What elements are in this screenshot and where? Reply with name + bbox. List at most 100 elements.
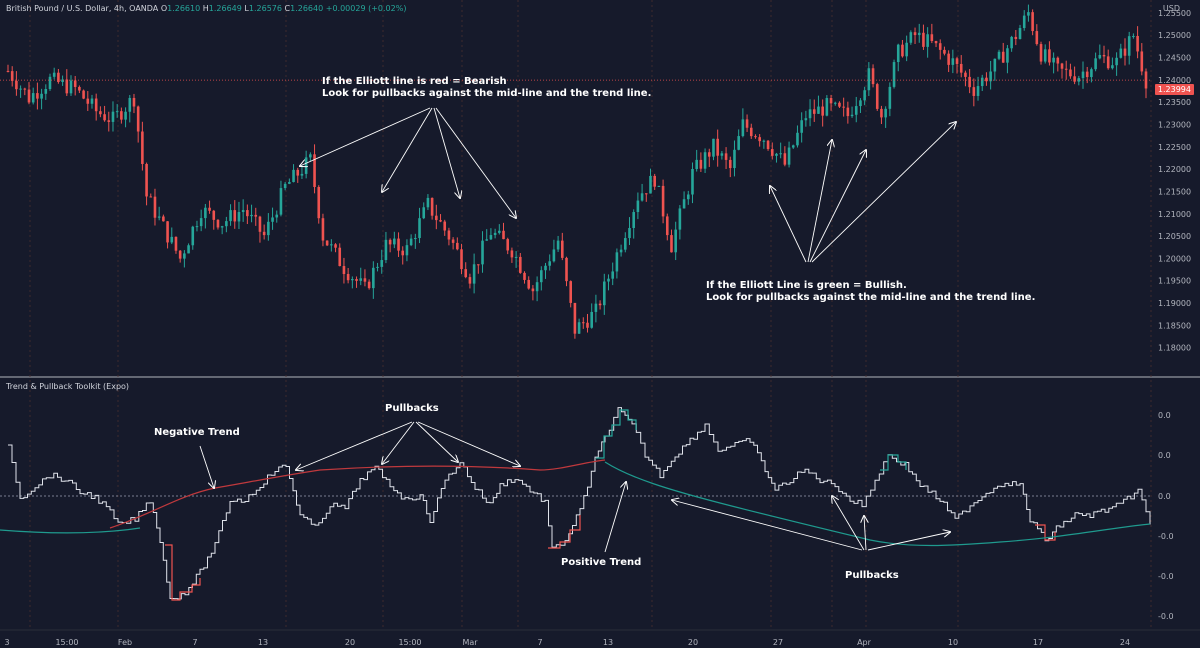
- candle-body: [31, 93, 35, 103]
- price-tick-label: 1.19500: [1158, 277, 1191, 286]
- annotation-arrow: [382, 107, 433, 192]
- symbol-title: British Pound / U.S. Dollar, 4h, OANDA: [6, 4, 159, 13]
- candle-body: [754, 136, 757, 138]
- low-label: L: [244, 4, 249, 13]
- candle-body: [640, 193, 644, 201]
- candle-body: [149, 196, 153, 198]
- candle-body: [581, 322, 585, 324]
- time-tick-label: 13: [258, 638, 268, 647]
- candle-body: [103, 114, 106, 121]
- price-tick-label: 1.22500: [1158, 143, 1191, 152]
- candle-body: [695, 159, 698, 169]
- time-tick-label: 15:00: [398, 638, 421, 647]
- candle-body: [1060, 63, 1064, 69]
- candle-body: [162, 216, 165, 222]
- candle-body: [880, 108, 883, 118]
- candle-body: [36, 93, 39, 99]
- candle-body: [707, 152, 711, 157]
- candle-body: [1094, 58, 1097, 70]
- price-axis[interactable]: 1.25500 1.25000 1.24500 1.24000 1.23500 1.230…: [1158, 9, 1191, 621]
- candle-body: [985, 77, 988, 82]
- candle-body: [905, 42, 908, 57]
- candle-body: [800, 120, 803, 133]
- time-tick-label: 7: [537, 638, 542, 647]
- candle-body: [170, 236, 174, 243]
- candle-body: [661, 185, 665, 217]
- candle-body: [153, 196, 157, 218]
- candle-body: [938, 43, 942, 50]
- elliott-bullish-segment: [596, 409, 637, 459]
- candle-body: [674, 229, 677, 253]
- candle-body: [1140, 51, 1144, 72]
- candle-body: [388, 239, 392, 245]
- candle-body: [670, 235, 673, 253]
- candle-body: [993, 58, 997, 72]
- time-tick-label: 7: [192, 638, 197, 647]
- candle-body: [313, 154, 316, 187]
- positive-trend-label: Positive Trend: [561, 557, 642, 568]
- candle-body: [48, 76, 52, 89]
- candle-body: [682, 199, 686, 209]
- price-tick-label: 1.18000: [1158, 344, 1191, 353]
- candle-body: [854, 106, 858, 115]
- time-tick-label: 10: [948, 638, 958, 647]
- candle-body: [321, 218, 325, 241]
- candle-body: [884, 108, 887, 118]
- candle-body: [120, 111, 123, 120]
- oscillator-tick-label: -0.0: [1158, 532, 1174, 541]
- candle-body: [73, 80, 77, 87]
- candle-body: [653, 175, 656, 187]
- candle-body: [477, 264, 480, 266]
- candle-body: [527, 279, 531, 289]
- price-tick-label: 1.25500: [1158, 9, 1191, 18]
- candle-body: [506, 239, 510, 251]
- candle-body: [225, 221, 228, 227]
- candle-body: [1018, 28, 1022, 39]
- candle-body: [342, 266, 346, 274]
- price-tick-label: 1.21000: [1158, 210, 1191, 219]
- price-tick-label: 1.24000: [1158, 76, 1191, 85]
- candle-body: [909, 32, 913, 43]
- bullish-line2: Look for pullbacks against the mid-line …: [706, 292, 1036, 303]
- candle-body: [90, 98, 94, 104]
- candle-body: [393, 238, 396, 245]
- candle-body: [10, 71, 14, 81]
- candle-body: [376, 266, 379, 268]
- candle-body: [23, 88, 27, 90]
- price-tick-label: 1.25000: [1158, 31, 1191, 40]
- candle-body: [128, 97, 132, 112]
- candle-body: [896, 44, 900, 63]
- oscillator-tick-label: 0.0: [1158, 492, 1171, 501]
- symbol-header[interactable]: British Pound / U.S. Dollar, 4h, OANDA O…: [6, 4, 406, 13]
- candle-body: [947, 53, 950, 65]
- candle-body: [540, 270, 543, 283]
- candle-body: [279, 188, 283, 215]
- pullbacks-bottom-label: Pullbacks: [845, 570, 899, 581]
- candle-body: [271, 217, 274, 222]
- candle-body: [124, 111, 127, 120]
- candle-body: [86, 98, 90, 104]
- candle-body: [749, 127, 753, 137]
- candle-body: [78, 86, 81, 91]
- time-tick-label: 13: [603, 638, 613, 647]
- candle-body: [531, 288, 535, 292]
- candle-body: [586, 322, 589, 328]
- candle-body: [1081, 71, 1085, 79]
- bullish-annotation: If the Elliott Line is green = Bullish. …: [706, 280, 1035, 304]
- candle-body: [69, 80, 73, 94]
- candle-body: [594, 303, 598, 312]
- candle-body: [409, 238, 413, 246]
- candle-body: [544, 265, 547, 271]
- candle-body: [833, 102, 837, 104]
- annotation-arrow: [382, 421, 415, 464]
- candle-body: [1014, 36, 1018, 39]
- bearish-line1: If the Elliott line is red = Bearish: [322, 76, 507, 87]
- candle-body: [204, 207, 207, 219]
- time-axis[interactable]: 3 15:00 Feb 7 13 20 15:00 Mar 7 13 20 27 Apr 10 17 24: [4, 638, 1130, 647]
- bullish-line1: If the Elliott Line is green = Bullish.: [706, 280, 907, 291]
- candle-body: [556, 240, 560, 250]
- annotation-arrow: [867, 532, 950, 551]
- indicator-title[interactable]: Trend & Pullback Toolkit (Expo): [6, 382, 130, 391]
- candle-body: [1106, 56, 1110, 69]
